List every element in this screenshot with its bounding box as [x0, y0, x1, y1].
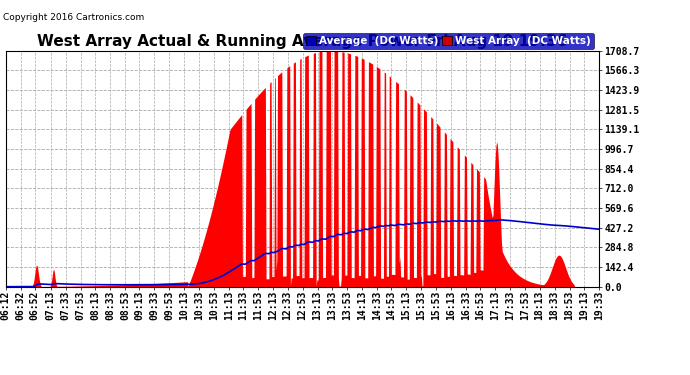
Title: West Array Actual & Running Average Power Fri Aug 19 19:36: West Array Actual & Running Average Powe…	[37, 34, 567, 50]
Text: Copyright 2016 Cartronics.com: Copyright 2016 Cartronics.com	[3, 13, 145, 22]
Legend: Average  (DC Watts), West Array  (DC Watts): Average (DC Watts), West Array (DC Watts…	[303, 33, 593, 49]
